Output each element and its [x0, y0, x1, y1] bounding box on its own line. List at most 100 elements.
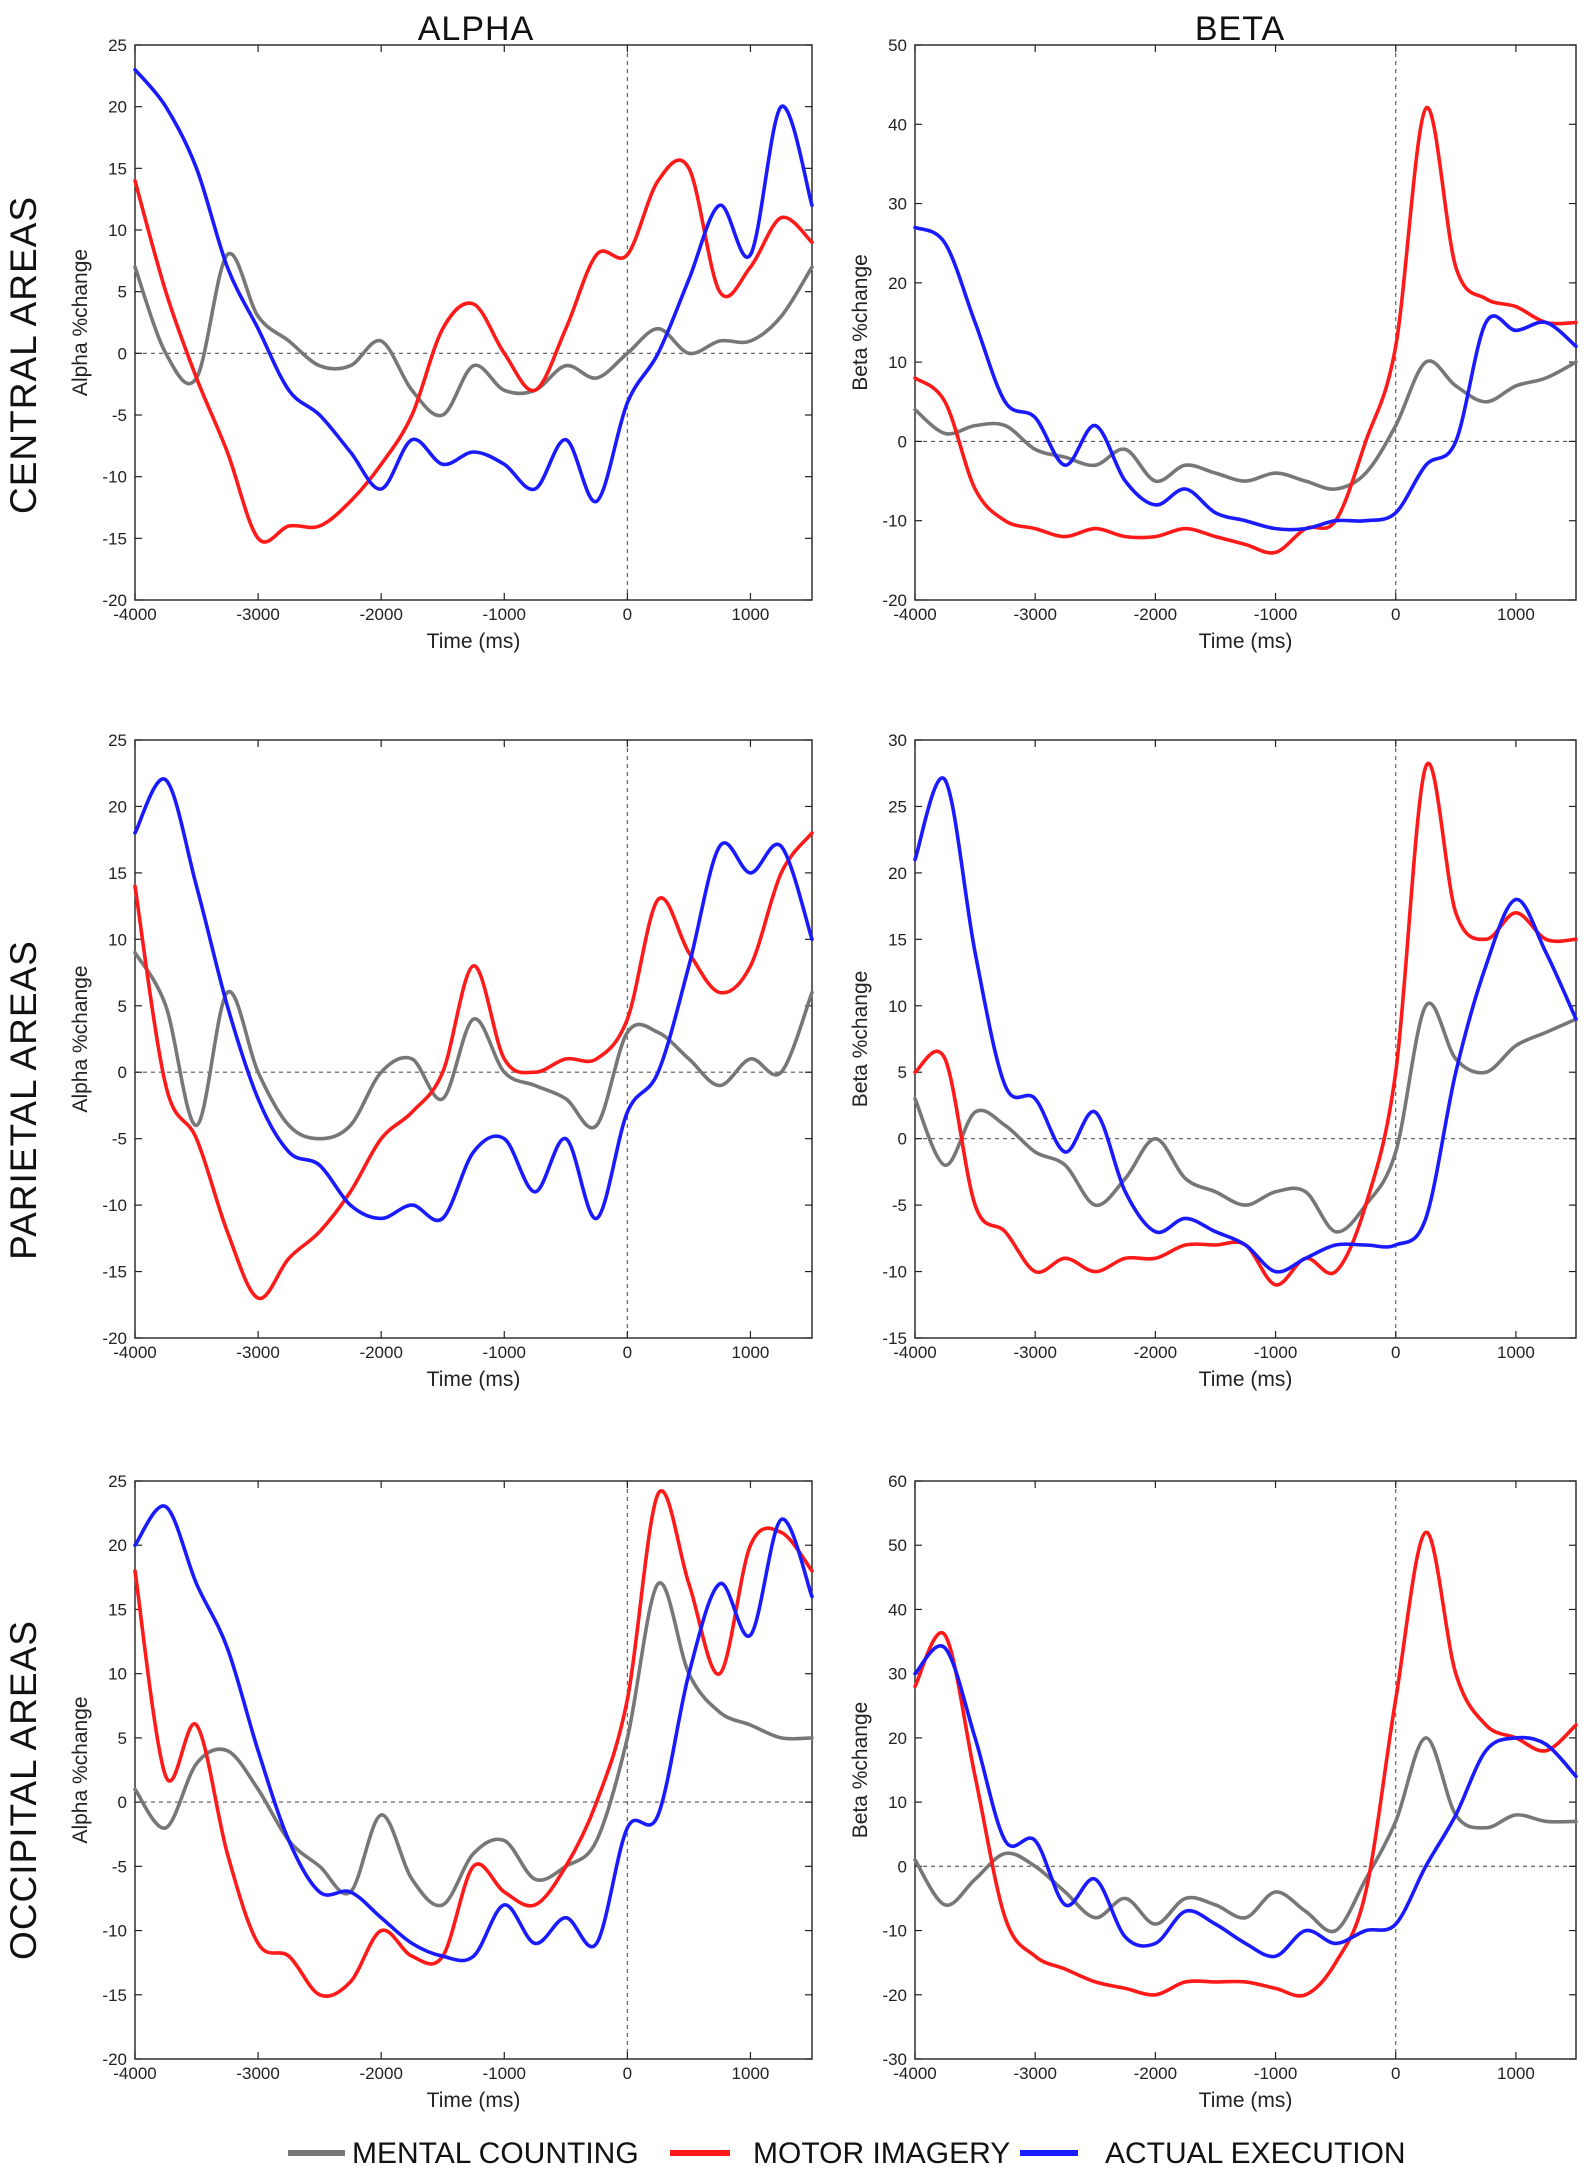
row-title-parietal: PARIETAL AREAS — [3, 940, 44, 1260]
y-tick-label: -10 — [102, 1196, 127, 1215]
y-tick-label: -30 — [882, 2050, 907, 2069]
x-tick-label: -1000 — [1254, 2064, 1297, 2083]
y-tick-label: 40 — [888, 1600, 907, 1619]
plot-area-central-alpha — [134, 44, 813, 601]
y-tick-label: 30 — [888, 195, 907, 214]
chart-panel-occipital-beta: -4000 -3000 -2000 -1000 0 1000 -30 -20 -10 0 10 20 3… — [849, 1472, 1578, 2112]
x-tick-label: 0 — [623, 2064, 632, 2083]
series-line-actual-execution — [913, 776, 1578, 1274]
y-tick-label: -15 — [102, 529, 127, 548]
plot-area-occipital-alpha — [134, 1480, 813, 2060]
y-tick-label: 15 — [108, 864, 127, 883]
x-tick-label: -2000 — [1134, 605, 1177, 624]
y-tick-label: 50 — [888, 1536, 907, 1555]
legend-label-actual-execution: ACTUAL EXECUTION — [1105, 2137, 1406, 2170]
series-line-motor-imagery — [913, 1530, 1578, 1998]
y-axis-title: Beta %change — [849, 254, 872, 391]
column-title-beta: BETA — [1195, 10, 1285, 48]
plot-area-parietal-beta — [914, 739, 1577, 1339]
y-tick-label: -15 — [882, 1329, 907, 1348]
x-tick-label: 1000 — [732, 2064, 770, 2083]
chart-panel-parietal-beta: -4000 -3000 -2000 -1000 0 1000 -15 -10 -5 0 5 10 15 2… — [849, 731, 1578, 1391]
x-tick-label: -2000 — [359, 605, 402, 624]
x-tick-label: 0 — [623, 1343, 632, 1362]
chart-panel-central-beta: -4000 -3000 -2000 -1000 0 1000 -20 -10 0 10 20 30 40… — [849, 36, 1578, 653]
series-line-actual-execution — [133, 777, 814, 1223]
y-tick-label: 25 — [888, 797, 907, 816]
y-tick-label: 25 — [108, 36, 127, 55]
y-tick-label: -15 — [102, 1263, 127, 1282]
y-axis-title: Alpha %change — [69, 1696, 92, 1843]
x-tick-label: -4000 — [113, 2064, 156, 2083]
x-tick-label: 1000 — [732, 605, 770, 624]
x-tick-label: 0 — [623, 605, 632, 624]
series-line-actual-execution — [913, 225, 1578, 532]
y-tick-label: -10 — [882, 1922, 907, 1941]
series-line-actual-execution — [913, 1644, 1578, 1959]
row-title-occipital: OCCIPITAL AREAS — [3, 1620, 44, 1960]
series-line-motor-imagery — [913, 106, 1578, 555]
series-line-mental-counting — [133, 950, 814, 1141]
y-tick-label: 60 — [888, 1472, 907, 1491]
y-tick-label: -5 — [112, 1130, 127, 1149]
series-line-motor-imagery — [133, 1489, 814, 1998]
x-tick-label: -1000 — [483, 2064, 526, 2083]
x-tick-label: -3000 — [1013, 1343, 1056, 1362]
legend: MENTAL COUNTING MOTOR IMAGERY ACTUAL EXE… — [288, 2137, 1406, 2170]
y-tick-label: -10 — [882, 1263, 907, 1282]
series-line-actual-execution — [133, 1504, 814, 1963]
y-tick-label: 50 — [888, 36, 907, 55]
y-tick-label: 10 — [888, 353, 907, 372]
chart-panel-central-alpha: -4000 -3000 -2000 -1000 0 1000 -20 -15 -10 -5 0 5 10… — [69, 36, 814, 653]
y-tick-label: 20 — [888, 864, 907, 883]
x-axis-title: Time (ms) — [1199, 2089, 1293, 2112]
x-axis-title: Time (ms) — [1199, 1368, 1293, 1391]
y-tick-label: -5 — [112, 1857, 127, 1876]
y-tick-label: 25 — [108, 731, 127, 750]
series-line-motor-imagery — [133, 158, 814, 544]
y-tick-label: 20 — [108, 98, 127, 117]
y-tick-label: -20 — [102, 2050, 127, 2069]
y-axis-title: Alpha %change — [69, 249, 92, 396]
y-tick-label: 5 — [898, 1063, 907, 1082]
y-tick-label: -20 — [102, 591, 127, 610]
legend-label-mental-counting: MENTAL COUNTING — [352, 2137, 639, 2170]
row-title-central: CENTRAL AREAS — [3, 196, 44, 514]
y-tick-label: 5 — [118, 283, 127, 302]
x-axis-title: Time (ms) — [427, 2089, 521, 2112]
x-tick-label: -4000 — [113, 1343, 156, 1362]
x-tick-label: -3000 — [1013, 2064, 1056, 2083]
y-tick-label: 10 — [108, 1665, 127, 1684]
y-tick-label: -15 — [102, 1986, 127, 2005]
x-tick-label: 0 — [1391, 2064, 1400, 2083]
y-tick-label: 40 — [888, 115, 907, 134]
series-line-motor-imagery — [133, 831, 814, 1300]
x-axis-title: Time (ms) — [427, 1368, 521, 1391]
y-tick-label: 0 — [118, 1063, 127, 1082]
y-tick-label: 20 — [888, 274, 907, 293]
x-tick-label: -2000 — [1134, 1343, 1177, 1362]
x-tick-label: -4000 — [893, 1343, 936, 1362]
x-tick-label: -3000 — [236, 1343, 279, 1362]
y-tick-label: -20 — [102, 1329, 127, 1348]
y-tick-label: 30 — [888, 1665, 907, 1684]
legend-label-motor-imagery: MOTOR IMAGERY — [753, 2137, 1010, 2170]
y-tick-label: -10 — [882, 512, 907, 531]
x-tick-label: 1000 — [1497, 605, 1535, 624]
x-tick-label: -3000 — [236, 605, 279, 624]
y-tick-label: 20 — [108, 1536, 127, 1555]
series-line-motor-imagery — [913, 761, 1578, 1287]
y-tick-label: 20 — [108, 797, 127, 816]
y-tick-label: 10 — [108, 221, 127, 240]
x-tick-label: -1000 — [483, 605, 526, 624]
x-tick-label: -3000 — [236, 2064, 279, 2083]
x-tick-label: -3000 — [1013, 605, 1056, 624]
y-tick-label: -10 — [102, 468, 127, 487]
y-tick-label: 10 — [888, 1793, 907, 1812]
series-line-mental-counting — [133, 251, 814, 418]
x-tick-label: 1000 — [732, 1343, 770, 1362]
plot-area-central-beta — [914, 44, 1577, 601]
y-tick-label: 0 — [898, 432, 907, 451]
x-tick-label: -1000 — [1254, 1343, 1297, 1362]
